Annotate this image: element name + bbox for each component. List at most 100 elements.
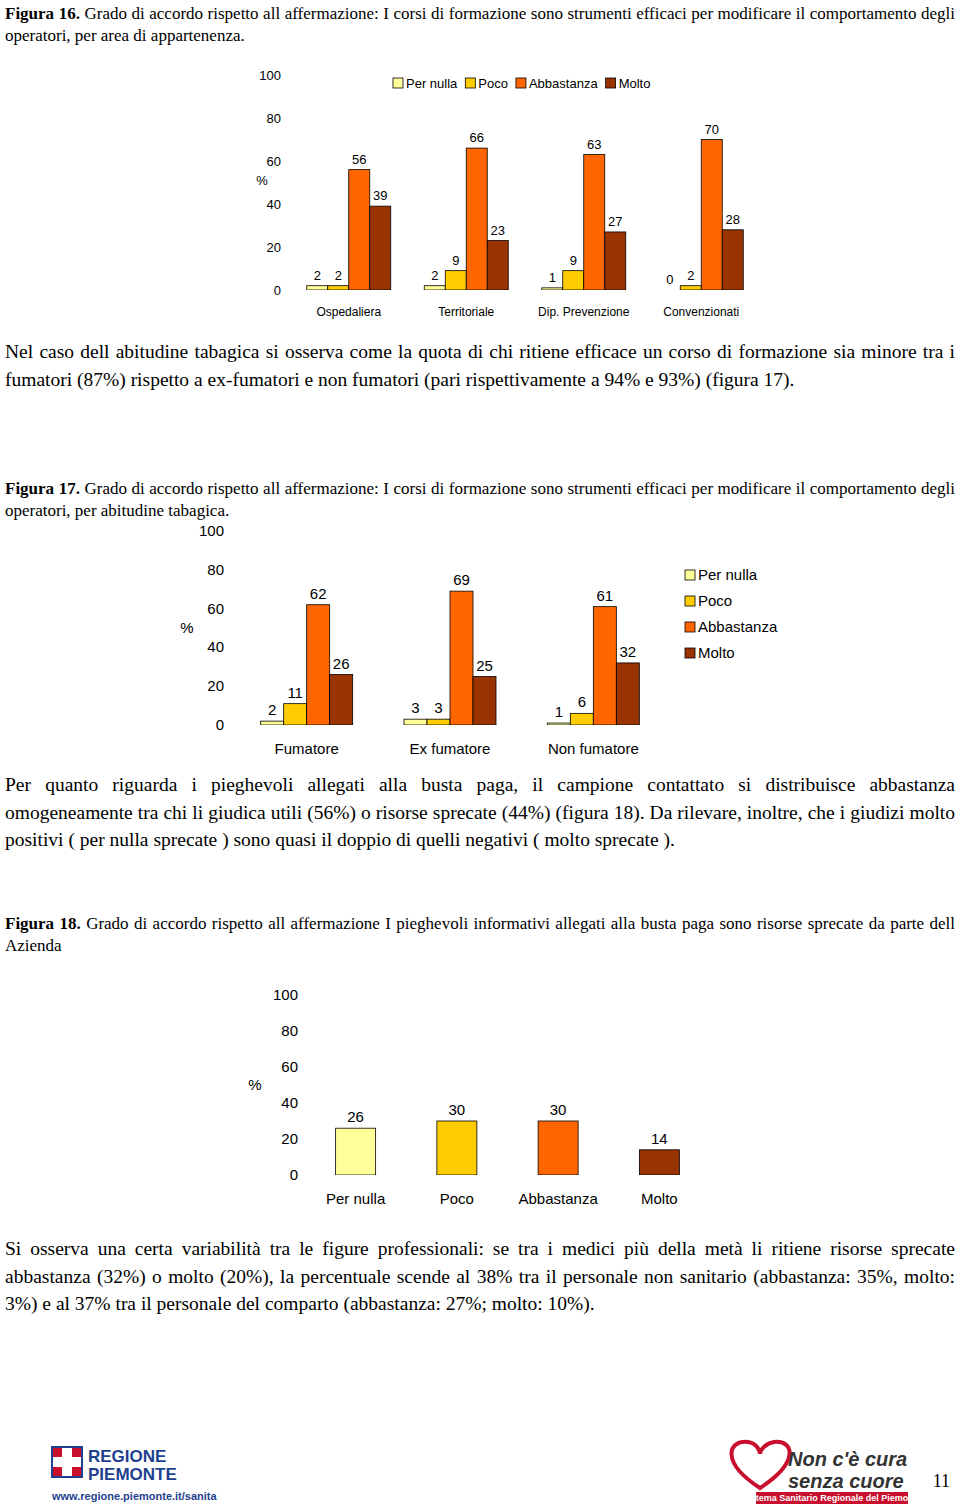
bar [307, 286, 328, 290]
bar [593, 607, 616, 725]
legend-swatch [685, 622, 695, 632]
region-logo [52, 1447, 82, 1477]
y-tick-label: 60 [267, 154, 281, 169]
bar [659, 290, 680, 291]
bar [701, 140, 722, 291]
y-tick-label: 100 [259, 68, 281, 83]
bar [570, 713, 593, 725]
legend-swatch [685, 570, 695, 580]
data-label: 6 [578, 693, 586, 710]
bar [639, 1150, 679, 1175]
bar [473, 677, 496, 726]
legend-swatch [606, 78, 616, 88]
legend-label: Abbastanza [529, 76, 598, 91]
figure-label: Figura 16. [5, 4, 80, 23]
footer: REGIONEPIEMONTE www.regione.piemonte.it/s… [51, 1442, 950, 1504]
y-tick-label: 60 [207, 600, 224, 617]
category-label: Convenzionati [663, 305, 739, 319]
legend: Per nulla Poco Abbastanza Molto [393, 76, 650, 91]
bar [330, 675, 353, 725]
bar [542, 288, 563, 290]
data-label: 3 [411, 699, 419, 716]
y-tick-label: 0 [290, 1166, 298, 1183]
paragraph: Si osserva una certa variabilità tra le … [5, 1235, 955, 1318]
legend-swatch [465, 78, 475, 88]
y-tick-label: 80 [267, 111, 281, 126]
page-number: 11 [933, 1471, 950, 1491]
legend-label: Molto [619, 76, 651, 91]
y-tick-label: 80 [207, 561, 224, 578]
legend-swatch [685, 596, 695, 606]
data-label: 1 [549, 270, 556, 285]
category-label: Poco [440, 1190, 474, 1207]
category-label: Ex fumatore [410, 740, 491, 757]
bar [307, 605, 330, 725]
data-label: 0 [666, 272, 673, 287]
data-label: 56 [352, 152, 366, 167]
bars [307, 140, 744, 291]
data-label: 62 [310, 585, 327, 602]
bar [404, 719, 427, 725]
data-label: 11 [287, 684, 303, 701]
legend-label: Molto [698, 644, 735, 661]
y-tick-label: 100 [273, 986, 298, 1003]
y-tick-label: 0 [274, 283, 281, 298]
data-label: 3 [434, 699, 442, 716]
legend-label: Poco [478, 76, 508, 91]
legend-swatch [393, 78, 403, 88]
paragraph: Nel caso dell abitudine tabagica si osse… [5, 338, 955, 393]
bar [336, 1128, 376, 1175]
data-label: 2 [335, 268, 342, 283]
legend-label: Per nulla [406, 76, 458, 91]
figure-label: Figura 17. [5, 479, 80, 498]
y-tick-label: 60 [281, 1058, 298, 1075]
bar [427, 719, 450, 725]
data-label: 27 [608, 214, 622, 229]
figure-caption: Figura 16. Grado di accordo rispetto all… [5, 3, 955, 47]
chart: 020406080100%2116226336925166132Fumatore… [180, 522, 778, 757]
bars [261, 591, 640, 725]
y-axis-label: % [256, 173, 268, 188]
bar [370, 206, 391, 290]
bar [284, 704, 307, 725]
data-label: 9 [570, 253, 577, 268]
bars [336, 1121, 680, 1175]
heart-logo [731, 1442, 789, 1488]
data-label: 69 [453, 571, 470, 588]
data-labels: 2116226336925166132 [268, 571, 636, 720]
bar [466, 148, 487, 290]
figure-caption: Figura 18. Grado di accordo rispetto all… [5, 913, 955, 957]
chart: 020406080100%225639296623196327027028Osp… [256, 68, 743, 319]
bar [605, 232, 626, 290]
data-label: 61 [596, 587, 613, 604]
paragraph: Per quanto riguarda i pieghevoli allegat… [5, 771, 955, 854]
bar [680, 286, 701, 290]
data-label: 30 [550, 1101, 567, 1118]
data-label: 39 [373, 188, 387, 203]
region-name: PIEMONTE [88, 1465, 177, 1484]
category-label: Non fumatore [548, 740, 639, 757]
data-label: 9 [452, 253, 459, 268]
figure-title: Grado di accordo rispetto all affermazio… [5, 479, 955, 520]
data-label: 2 [687, 268, 694, 283]
bar [616, 663, 639, 725]
data-label: 26 [347, 1108, 364, 1125]
system-name: Sistema Sanitario Regionale del Piemonte [742, 1493, 922, 1503]
bar [445, 271, 466, 290]
data-label: 70 [705, 122, 719, 137]
y-tick-label: 0 [216, 716, 224, 733]
legend-swatch [685, 648, 695, 658]
data-label: 2 [431, 268, 438, 283]
region-name: REGIONE [88, 1447, 166, 1466]
bar [547, 723, 570, 725]
data-labels: 26303014 [347, 1101, 667, 1147]
data-label: 32 [619, 643, 636, 660]
bar [538, 1121, 578, 1175]
y-tick-label: 40 [281, 1094, 298, 1111]
chart: 020406080100%26303014Per nullaPocoAbbast… [248, 986, 679, 1207]
y-tick-label: 100 [199, 522, 224, 539]
data-label: 30 [449, 1101, 466, 1118]
data-label: 1 [555, 703, 563, 720]
legend-label: Abbastanza [698, 618, 778, 635]
region-url: www.regione.piemonte.it/sanita [51, 1490, 218, 1502]
